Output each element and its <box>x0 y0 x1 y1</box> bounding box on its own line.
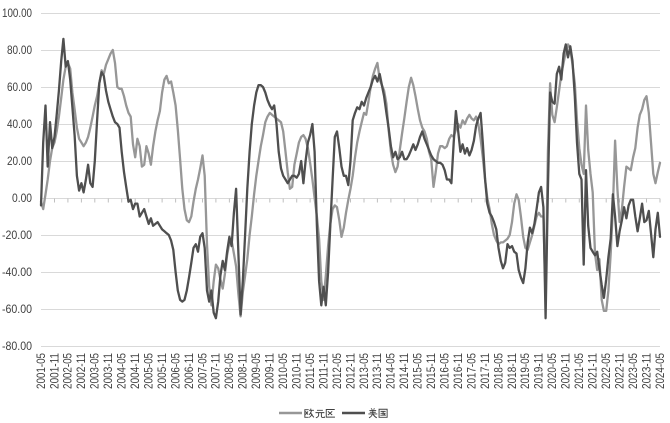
svg-text:2023-11: 2023-11 <box>639 353 653 389</box>
svg-text:2002-05: 2002-05 <box>61 353 75 389</box>
svg-text:2013-05: 2013-05 <box>357 353 371 389</box>
svg-text:2017-11: 2017-11 <box>478 353 492 389</box>
svg-text:2003-11: 2003-11 <box>101 353 115 389</box>
svg-text:2016-11: 2016-11 <box>451 353 465 389</box>
svg-text:80.00: 80.00 <box>7 43 32 57</box>
svg-text:2008-11: 2008-11 <box>236 353 250 389</box>
svg-text:2005-11: 2005-11 <box>155 353 169 389</box>
svg-text:-80.00: -80.00 <box>2 339 32 353</box>
svg-text:2013-11: 2013-11 <box>370 353 384 389</box>
svg-text:2003-05: 2003-05 <box>88 353 102 389</box>
svg-text:2011-11: 2011-11 <box>316 353 330 389</box>
svg-text:2004-05: 2004-05 <box>115 353 129 389</box>
svg-text:2023-05: 2023-05 <box>626 353 640 389</box>
svg-text:60.00: 60.00 <box>7 80 32 94</box>
svg-text:2015-11: 2015-11 <box>424 353 438 389</box>
svg-text:2011-05: 2011-05 <box>303 353 317 389</box>
svg-text:2012-05: 2012-05 <box>330 353 344 389</box>
svg-text:20.00: 20.00 <box>7 154 32 168</box>
svg-text:2019-11: 2019-11 <box>532 353 546 389</box>
svg-text:2007-05: 2007-05 <box>195 353 209 389</box>
svg-text:100.00: 100.00 <box>2 6 32 20</box>
svg-text:2012-11: 2012-11 <box>343 353 357 389</box>
svg-text:2014-11: 2014-11 <box>397 353 411 389</box>
svg-text:2008-05: 2008-05 <box>222 353 236 389</box>
svg-text:2007-11: 2007-11 <box>209 353 223 389</box>
svg-text:2015-05: 2015-05 <box>411 353 425 389</box>
svg-text:2020-11: 2020-11 <box>559 353 573 389</box>
svg-text:0.00: 0.00 <box>12 191 32 205</box>
svg-text:2019-05: 2019-05 <box>518 353 532 389</box>
svg-text:-60.00: -60.00 <box>2 302 32 316</box>
svg-text:2002-11: 2002-11 <box>74 353 88 389</box>
svg-text:2016-05: 2016-05 <box>438 353 452 389</box>
svg-text:2018-05: 2018-05 <box>491 353 505 389</box>
svg-text:2018-11: 2018-11 <box>505 353 519 389</box>
svg-text:2004-11: 2004-11 <box>128 353 142 389</box>
svg-text:2006-05: 2006-05 <box>168 353 182 389</box>
svg-text:2001-11: 2001-11 <box>47 353 61 389</box>
svg-text:2005-05: 2005-05 <box>142 353 156 389</box>
svg-text:40.00: 40.00 <box>7 117 32 131</box>
svg-text:-20.00: -20.00 <box>2 228 32 242</box>
svg-text:2006-11: 2006-11 <box>182 353 196 389</box>
svg-text:-40.00: -40.00 <box>2 265 32 279</box>
svg-text:2020-05: 2020-05 <box>545 353 559 389</box>
svg-text:2017-05: 2017-05 <box>464 353 478 389</box>
svg-text:2022-11: 2022-11 <box>612 353 626 389</box>
svg-text:2009-05: 2009-05 <box>249 353 263 389</box>
svg-text:2009-11: 2009-11 <box>263 353 277 389</box>
svg-text:2024-05: 2024-05 <box>653 353 667 389</box>
svg-text:2021-11: 2021-11 <box>586 353 600 389</box>
svg-text:2021-05: 2021-05 <box>572 353 586 389</box>
svg-text:2010-11: 2010-11 <box>290 353 304 389</box>
svg-text:2010-05: 2010-05 <box>276 353 290 389</box>
svg-text:2014-05: 2014-05 <box>384 353 398 389</box>
svg-text:2022-05: 2022-05 <box>599 353 613 389</box>
svg-text:2001-05: 2001-05 <box>34 353 48 389</box>
